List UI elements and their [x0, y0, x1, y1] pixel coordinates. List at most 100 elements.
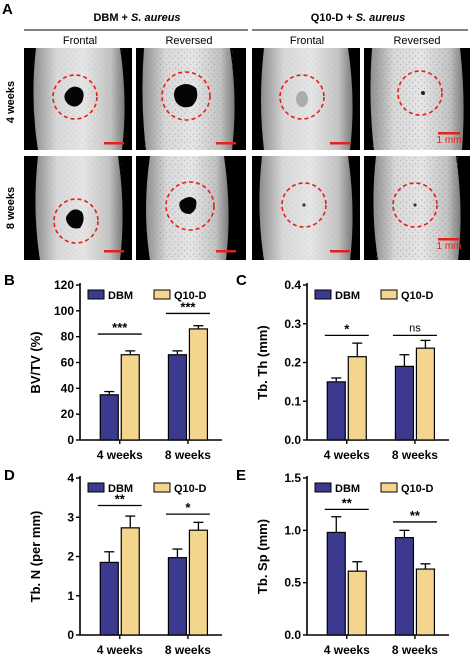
group-title-dbm-text: DBM + — [93, 12, 131, 24]
bar-b-q10d-0 — [120, 354, 140, 441]
y-axis-label-c: Tb. Th (mm) — [255, 325, 270, 399]
svg-text:Q10-D + S. aureus: Q10-D + S. aureus — [311, 12, 405, 24]
legend-label-b-1: Q10-D — [174, 290, 206, 302]
legend-label-e-0: DBM — [335, 483, 360, 495]
legend-label-d-0: DBM — [108, 483, 133, 495]
bar-b-q10d-1 — [188, 328, 209, 441]
group-title-q10d: Q10-D + S. aureus — [311, 12, 405, 24]
y-tick-label-d-4: 4 — [67, 471, 74, 485]
y-tick-label-d-0: 0 — [67, 628, 74, 642]
significance-label-c-0: * — [344, 321, 350, 336]
bar-e-dbm-1 — [394, 537, 415, 636]
chart-panel-e: E 0.0 0.5 1.0 1.5 Tb. Sp (mm) 4 weeks 8 weeks **… — [236, 467, 449, 657]
y-tick-label-e-0: 0.0 — [284, 628, 301, 642]
y-tick-label-e-2: 1.0 — [284, 523, 301, 537]
column-label-reversed-dbm: Reversed — [165, 35, 212, 47]
group-title-dbm-italic: S. aureus — [131, 12, 181, 24]
category-label-d-0: 4 weeks — [97, 643, 143, 657]
row-label-8-weeks: 8 weeks — [5, 187, 17, 229]
bar-d-q10d-1 — [188, 529, 209, 636]
y-tick-label-b-6: 120 — [54, 278, 74, 292]
panel-letter-c: C — [236, 272, 247, 289]
y-tick-label-c-0: 0.0 — [284, 433, 301, 447]
panel-letter-b: B — [4, 272, 15, 289]
row-label-4-weeks: 4 weeks — [5, 81, 17, 123]
bar-e-dbm-0 — [326, 531, 346, 636]
significance-label-b-1: *** — [180, 299, 196, 314]
image-q10d-4w-reversed: 1 mm — [364, 48, 470, 150]
y-tick-label-b-2: 40 — [61, 381, 75, 395]
category-label-e-1: 8 weeks — [392, 643, 438, 657]
image-dbm-8w-frontal — [24, 156, 132, 260]
y-tick-label-d-2: 2 — [67, 550, 74, 564]
bar-c-dbm-1 — [394, 365, 415, 441]
category-label-e-0: 4 weeks — [324, 643, 370, 657]
significance-label-b-0: *** — [112, 320, 128, 335]
bar-c-q10d-1 — [415, 347, 436, 441]
bar-b-dbm-1 — [167, 354, 188, 441]
y-tick-label-b-5: 100 — [54, 304, 74, 318]
legend-label-d-1: Q10-D — [174, 483, 206, 495]
chart-panel-c: C 0.0 0.1 0.2 0.3 0.4 Tb. Th (mm) 4 weeks 8 week… — [236, 272, 449, 462]
legend-swatch-b-0 — [87, 289, 105, 300]
panel-a-micro-ct: A DBM + S. aureus Q10-D + S. aureus Fron… — [2, 1, 470, 260]
y-tick-label-c-2: 0.2 — [284, 356, 301, 370]
column-label-frontal-q10d: Frontal — [290, 35, 324, 47]
group-title-dbm: DBM + S. aureus — [93, 12, 180, 24]
image-q10d-4w-frontal — [252, 48, 360, 150]
group-title-q10d-text: Q10-D + — [311, 12, 356, 24]
legend-swatch-c-0 — [314, 289, 332, 300]
bar-d-q10d-0 — [120, 527, 140, 636]
y-axis-label-d: Tb. N (per mm) — [28, 511, 43, 603]
chart-panel-b: B 0 20 40 60 80 100 120 BV/TV (%) 4 weeks 8 weeks *… — [4, 272, 222, 462]
legend-label-e-1: Q10-D — [401, 483, 433, 495]
svg-text:DBM + S. aureus: DBM + S. aureus — [93, 12, 180, 24]
legend-swatch-b-1 — [153, 289, 171, 300]
column-label-reversed-q10d: Reversed — [393, 35, 440, 47]
legend-swatch-d-0 — [87, 482, 105, 493]
y-tick-label-c-3: 0.3 — [284, 317, 301, 331]
bar-b-dbm-0 — [99, 394, 119, 441]
legend-label-c-0: DBM — [335, 290, 360, 302]
panel-letter-d: D — [4, 467, 15, 484]
y-tick-label-b-3: 60 — [61, 356, 75, 370]
scale-bar-label-row2: 1 mm — [437, 241, 462, 252]
legend-label-b-0: DBM — [108, 290, 133, 302]
legend-swatch-d-1 — [153, 482, 171, 493]
y-tick-label-b-1: 20 — [61, 407, 75, 421]
category-label-d-1: 8 weeks — [165, 643, 211, 657]
bar-c-dbm-0 — [326, 381, 346, 441]
y-tick-label-b-4: 80 — [61, 330, 75, 344]
legend-swatch-e-0 — [314, 482, 332, 493]
image-dbm-4w-frontal — [24, 48, 132, 150]
legend-swatch-e-1 — [380, 482, 398, 493]
y-tick-label-d-1: 1 — [67, 589, 74, 603]
significance-label-e-1: ** — [410, 508, 421, 523]
panel-letter-a: A — [2, 1, 13, 18]
panel-letter-e: E — [236, 467, 246, 484]
category-label-c-0: 4 weeks — [324, 448, 370, 462]
column-label-frontal-dbm: Frontal — [63, 35, 97, 47]
y-tick-label-b-0: 0 — [67, 433, 74, 447]
bar-e-q10d-0 — [347, 570, 367, 636]
image-q10d-8w-frontal — [252, 156, 360, 260]
y-tick-label-d-3: 3 — [67, 510, 74, 524]
legend-label-c-1: Q10-D — [401, 290, 433, 302]
category-label-b-1: 8 weeks — [165, 448, 211, 462]
bar-c-q10d-0 — [347, 356, 367, 441]
significance-label-d-1: * — [185, 500, 191, 515]
image-dbm-4w-reversed — [136, 48, 246, 150]
category-label-b-0: 4 weeks — [97, 448, 143, 462]
image-q10d-8w-reversed: 1 mm — [364, 156, 470, 260]
bar-d-dbm-1 — [167, 557, 188, 636]
y-axis-label-e: Tb. Sp (mm) — [255, 519, 270, 594]
significance-label-d-0: ** — [115, 491, 126, 506]
y-tick-label-c-1: 0.1 — [284, 394, 301, 408]
bar-e-q10d-1 — [415, 568, 436, 636]
group-title-q10d-italic: S. aureus — [356, 12, 406, 24]
y-tick-label-e-3: 1.5 — [284, 471, 301, 485]
bar-d-dbm-0 — [99, 561, 119, 636]
significance-label-e-0: ** — [342, 495, 353, 510]
